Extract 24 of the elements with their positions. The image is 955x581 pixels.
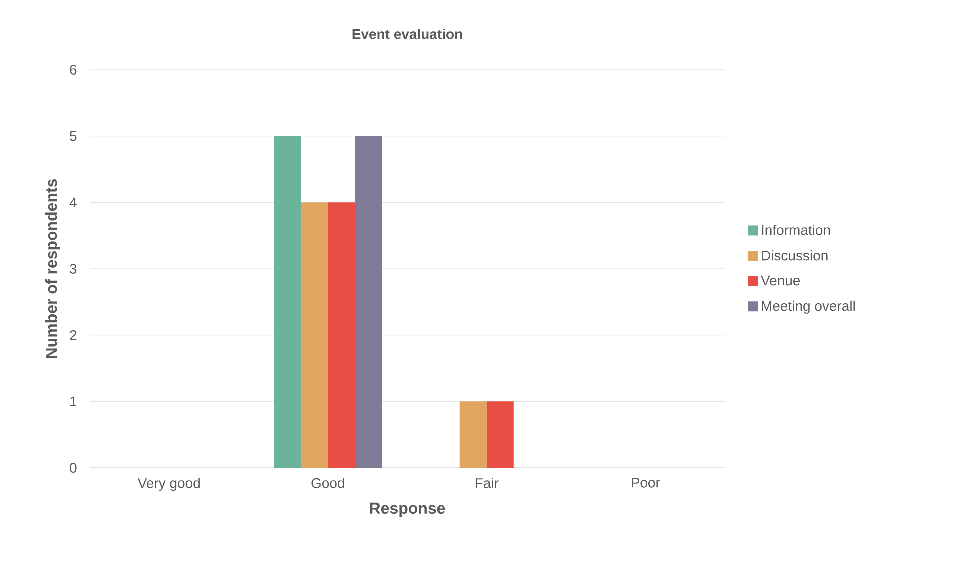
y-tick-label: 2	[70, 330, 77, 340]
bar	[274, 136, 302, 468]
y-tick-label: 3	[70, 264, 77, 274]
x-tick-label: Good	[312, 478, 344, 488]
bar	[355, 136, 382, 468]
bar	[301, 202, 328, 468]
legend-label: Information	[762, 224, 830, 236]
y-tick-label: 5	[70, 131, 77, 142]
bar	[460, 402, 487, 468]
x-tick-label: Very good	[138, 478, 200, 492]
x-axis-title: Response	[370, 502, 446, 518]
y-axis-title: Number of respondents	[45, 179, 60, 358]
bar	[328, 202, 356, 468]
bar	[486, 402, 514, 468]
legend-label: Venue	[761, 276, 800, 286]
chart-title: Event evaluation	[352, 29, 462, 40]
y-tick-label: 6	[70, 65, 77, 75]
y-tick-label: 0	[70, 463, 77, 473]
x-tick-label: Fair	[476, 478, 499, 488]
legend-label: Meeting overall	[762, 300, 855, 314]
x-tick-label: Poor	[632, 478, 660, 488]
y-tick-label: 4	[70, 198, 77, 208]
legend-label: Discussion	[762, 250, 828, 261]
y-tick-label: 1	[70, 396, 77, 406]
